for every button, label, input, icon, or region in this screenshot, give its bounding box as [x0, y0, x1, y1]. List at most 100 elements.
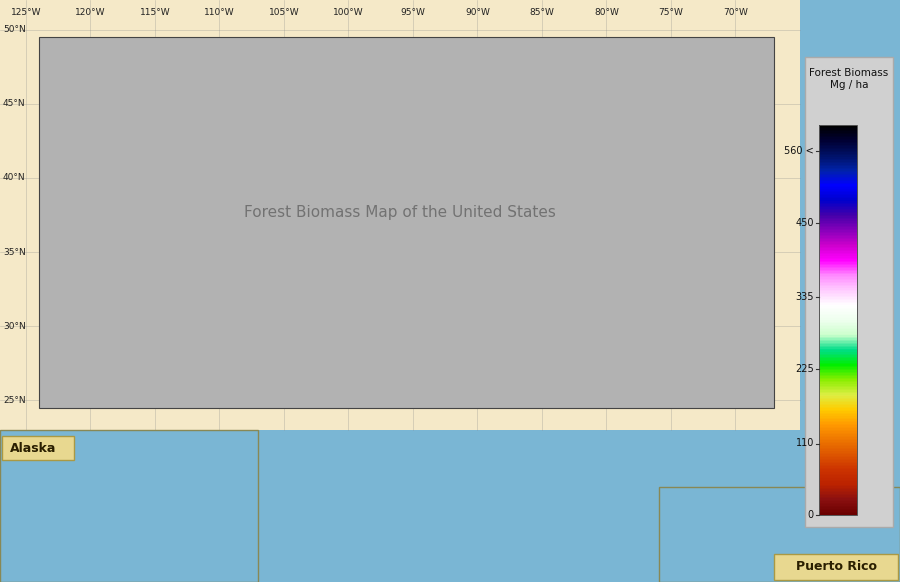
Bar	[819, 339, 857, 341]
Bar	[819, 403, 857, 405]
Text: 35°N: 35°N	[3, 247, 26, 257]
Bar	[819, 269, 857, 271]
Bar	[819, 159, 857, 162]
Bar	[819, 292, 857, 294]
Bar	[819, 221, 857, 222]
Bar	[819, 361, 857, 363]
Bar	[819, 460, 857, 462]
Bar	[819, 282, 857, 283]
Bar	[819, 350, 857, 352]
Bar	[819, 172, 857, 174]
Bar	[819, 208, 857, 210]
Bar	[819, 440, 857, 442]
Bar	[819, 216, 857, 218]
Text: 225: 225	[796, 364, 814, 374]
Bar	[819, 512, 857, 513]
Bar	[819, 239, 857, 241]
Bar	[819, 218, 857, 219]
Bar	[819, 416, 857, 417]
Bar	[819, 342, 857, 345]
Bar	[819, 196, 857, 198]
Bar	[819, 182, 857, 184]
Text: 75°W: 75°W	[659, 8, 683, 17]
Bar	[819, 327, 857, 329]
Bar	[819, 262, 857, 264]
Bar	[819, 507, 857, 509]
Bar	[819, 191, 857, 194]
Bar	[819, 240, 857, 242]
Bar	[819, 263, 857, 265]
Text: 25°N: 25°N	[3, 396, 25, 405]
Bar	[819, 198, 857, 200]
Bar	[819, 134, 857, 136]
Bar	[819, 318, 857, 320]
Bar	[819, 386, 857, 389]
Bar	[819, 389, 857, 392]
Text: 120°W: 120°W	[75, 8, 105, 17]
Bar	[819, 432, 857, 434]
Bar	[819, 418, 857, 421]
Bar	[819, 455, 857, 457]
Bar	[819, 321, 857, 323]
Bar	[819, 450, 857, 453]
Bar	[819, 295, 857, 297]
Bar	[819, 336, 857, 338]
Bar	[819, 370, 857, 372]
Bar	[819, 255, 857, 258]
Bar	[819, 313, 857, 315]
Bar	[819, 157, 857, 158]
Bar	[819, 317, 857, 318]
Bar	[819, 169, 857, 171]
Bar	[819, 129, 857, 131]
Text: 70°W: 70°W	[723, 8, 748, 17]
Bar	[819, 274, 857, 276]
Bar	[819, 320, 857, 321]
Bar	[819, 211, 857, 214]
Bar	[819, 205, 857, 207]
Bar	[819, 510, 857, 512]
Bar	[819, 489, 857, 491]
Bar	[819, 325, 857, 328]
Bar	[819, 379, 857, 381]
Bar	[819, 242, 857, 244]
Bar	[819, 397, 857, 399]
Bar	[819, 286, 857, 288]
Bar	[819, 278, 857, 281]
Text: 335: 335	[796, 292, 814, 302]
Bar	[819, 251, 857, 253]
Bar	[819, 125, 857, 515]
Bar	[819, 143, 857, 145]
Bar	[819, 161, 857, 163]
Bar	[819, 127, 857, 130]
Bar	[819, 297, 857, 299]
Bar	[819, 344, 857, 346]
Text: Puerto Rico: Puerto Rico	[796, 560, 877, 573]
Bar	[819, 445, 857, 446]
Bar	[819, 222, 857, 224]
Bar	[819, 301, 857, 303]
Bar	[819, 463, 857, 464]
Bar	[819, 504, 857, 506]
Bar	[819, 271, 857, 273]
Bar	[819, 170, 857, 172]
Bar	[819, 125, 857, 126]
Bar	[819, 164, 857, 166]
Bar	[819, 265, 857, 267]
Bar	[819, 475, 857, 477]
Bar	[819, 187, 857, 189]
Bar	[819, 181, 857, 183]
Bar	[819, 130, 857, 133]
Bar	[819, 219, 857, 221]
Bar	[819, 356, 857, 358]
Text: 85°W: 85°W	[529, 8, 554, 17]
Bar	[819, 245, 857, 247]
Bar	[819, 199, 857, 201]
Text: 90°W: 90°W	[465, 8, 490, 17]
Bar	[819, 498, 857, 500]
Bar	[819, 453, 857, 456]
Bar	[819, 437, 857, 439]
Bar	[819, 396, 857, 398]
Bar	[819, 226, 857, 229]
Bar	[819, 477, 857, 478]
Text: Forest Biomass Map of the United States: Forest Biomass Map of the United States	[244, 204, 556, 219]
